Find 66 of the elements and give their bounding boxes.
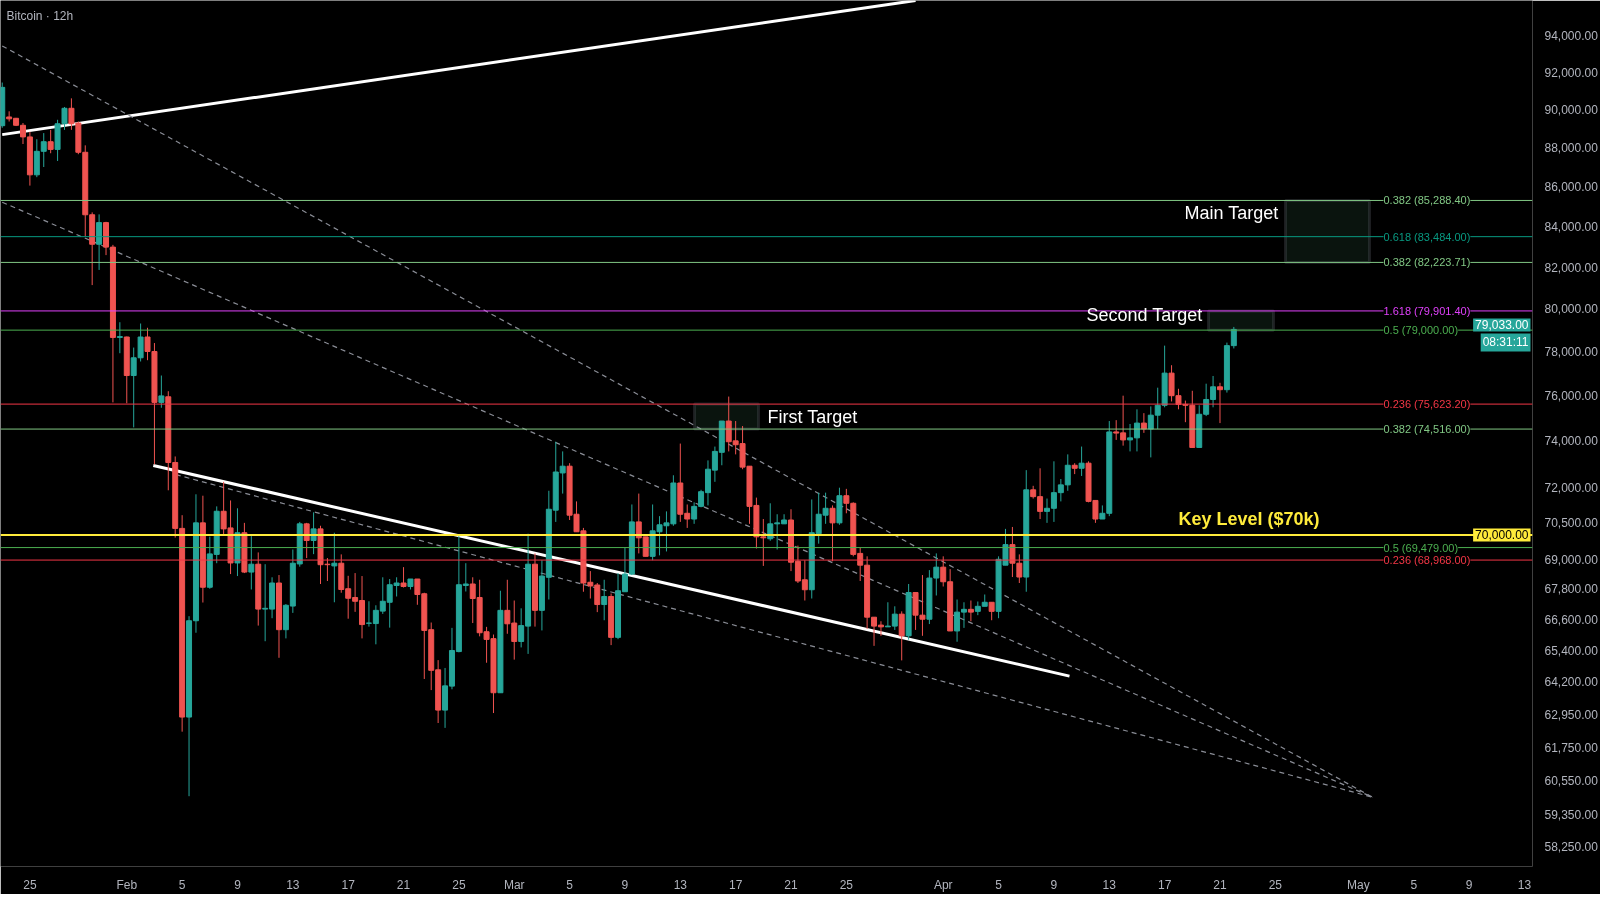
ref-line-label: 1.618 (79,901.40) <box>1383 304 1471 317</box>
x-tick-label: May <box>1347 877 1370 892</box>
ref-line-label: 0.382 (74,516.00) <box>1383 423 1471 436</box>
ref-line-label: 0.382 (82,223.71) <box>1383 256 1471 269</box>
y-tick-label: 72,000.00 <box>1544 480 1599 495</box>
y-tick-label: 70,500.00 <box>1544 516 1599 531</box>
text: Bitcoin · 12h <box>6 8 74 23</box>
band-label: Second Target <box>1086 304 1203 325</box>
y-tick-label: 64,200.00 <box>1544 674 1599 689</box>
x-tick-label: 21 <box>784 877 799 892</box>
y-tick-label: 67,800.00 <box>1544 582 1599 597</box>
band-label: First Target <box>767 406 858 427</box>
y-tick-label: 61,750.00 <box>1544 740 1599 755</box>
x-tick-label: 25 <box>23 877 37 892</box>
x-tick-label: 9 <box>1465 877 1473 892</box>
x-tick-label: 17 <box>341 877 356 892</box>
x-tick-label: Feb <box>116 877 138 892</box>
y-tick-label: 90,000.00 <box>1544 102 1599 117</box>
x-tick-label: 21 <box>396 877 411 892</box>
x-tick-label: 5 <box>1410 877 1418 892</box>
y-tick-label: 62,950.00 <box>1544 708 1599 723</box>
x-tick-label: 17 <box>1157 877 1172 892</box>
y-tick-label: 76,000.00 <box>1544 389 1599 404</box>
y-tick-label: 84,000.00 <box>1544 219 1599 234</box>
x-tick-label: 25 <box>839 877 854 892</box>
ref-line-label: 0.236 (68,968.00) <box>1383 554 1471 567</box>
y-tick-label: 69,000.00 <box>1544 552 1599 567</box>
x-tick-label: Mar <box>503 877 525 892</box>
x-tick-label: Apr <box>933 877 953 892</box>
y-tick-label: 66,600.00 <box>1544 612 1599 627</box>
annotation: 79,033.00 <box>1475 318 1529 333</box>
x-tick-label: 13 <box>286 877 300 892</box>
ref-line-label: Key Level ($70k) <box>1178 508 1320 529</box>
x-tick-label: 9 <box>621 877 629 892</box>
y-tick-label: 74,000.00 <box>1544 434 1599 449</box>
y-tick-label: 80,000.00 <box>1544 302 1599 317</box>
x-tick-label: 9 <box>1050 877 1058 892</box>
y-tick-label: 82,000.00 <box>1544 260 1599 275</box>
ref-line-label: 0.5 (69,479.00) <box>1383 541 1459 554</box>
x-tick-label: 5 <box>566 877 574 892</box>
x-tick-label: 17 <box>728 877 743 892</box>
y-tick-label: 88,000.00 <box>1544 140 1599 155</box>
x-tick-label: 21 <box>1213 877 1227 892</box>
ref-line-label: 0.618 (83,484.00) <box>1383 230 1471 243</box>
ref-line-label: 0.236 (75,623.20) <box>1383 398 1471 411</box>
x-tick-label: 5 <box>995 877 1003 892</box>
x-tick-label: 25 <box>1268 877 1283 892</box>
ref-line-label: 0.5 (79,000.00) <box>1383 324 1459 337</box>
y-tick-label: 78,000.00 <box>1544 345 1599 360</box>
ref-line-label: 0.382 (85,288.40) <box>1383 194 1471 207</box>
x-tick-label: 25 <box>452 877 466 892</box>
band-label: Main Target <box>1184 203 1279 224</box>
x-tick-label: 9 <box>234 877 242 892</box>
y-tick-label: 86,000.00 <box>1544 179 1599 194</box>
annotation: 08:31:11 <box>1482 335 1529 350</box>
y-tick-label: 58,250.00 <box>1544 839 1599 854</box>
y-tick-label: 59,350.00 <box>1544 807 1599 822</box>
x-tick-label: 5 <box>178 877 186 892</box>
x-tick-label: 13 <box>1517 877 1532 892</box>
y-tick-label: 60,550.00 <box>1544 773 1599 788</box>
annotation: 70,000.00 <box>1475 528 1529 543</box>
y-tick-label: 92,000.00 <box>1544 65 1599 80</box>
x-tick-label: 13 <box>673 877 688 892</box>
x-tick-label: 13 <box>1102 877 1117 892</box>
y-tick-label: 94,000.00 <box>1544 29 1599 44</box>
y-tick-label: 65,400.00 <box>1544 643 1599 658</box>
